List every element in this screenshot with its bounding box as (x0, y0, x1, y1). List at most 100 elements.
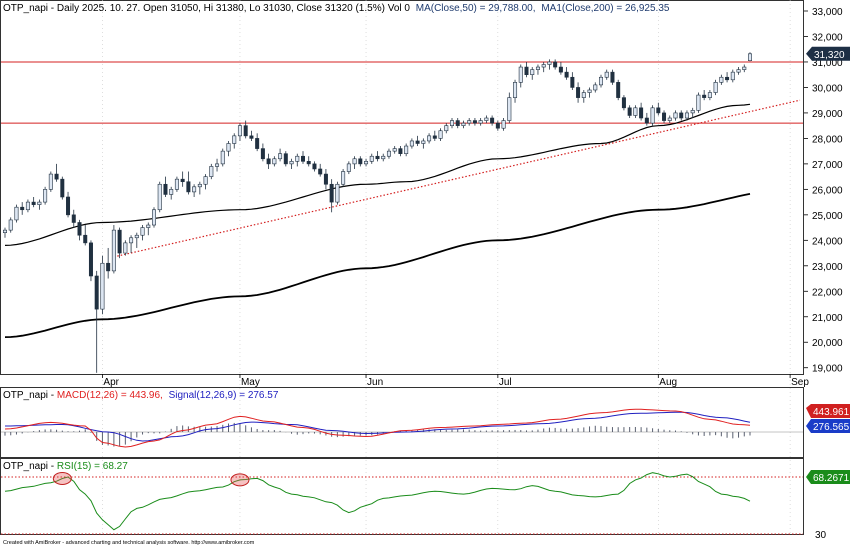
candle-body (673, 112, 678, 119)
candle-body (427, 135, 432, 142)
macd-path (4, 408, 751, 448)
candle-body (696, 94, 701, 111)
rsi-y-tick-30: 30 (815, 530, 827, 541)
rsi-value-tag: 68.2671 (806, 470, 850, 484)
candle-body (346, 163, 351, 172)
rsi-header-prefix: OTP_napi - (3, 461, 57, 472)
candle-body (702, 94, 707, 98)
candle-body (421, 140, 426, 144)
candle-body (111, 229, 116, 272)
candle-body (495, 122, 500, 129)
signal-tag-shape (806, 419, 850, 433)
candle-body (386, 150, 391, 157)
candle-body (541, 64, 546, 68)
candle-body (220, 150, 225, 165)
candle-body (444, 125, 449, 132)
candle-body (467, 120, 472, 124)
candle-body (610, 71, 615, 83)
candle-body (404, 145, 409, 154)
price-y-tick-label: 26,000 (812, 185, 843, 196)
candle-body (197, 183, 202, 188)
candle-body (278, 153, 283, 160)
candle-body (461, 122, 466, 126)
price-panel-frame (0, 0, 804, 375)
candle-body (123, 242, 128, 254)
candle-body (295, 155, 300, 162)
rsi-tag-shape (806, 470, 850, 484)
price-header: OTP_napi - Daily 2025. 10. 27. Open 3105… (3, 3, 410, 14)
candle-body (553, 61, 558, 68)
candle-body (381, 155, 386, 160)
ma50-path (4, 103, 751, 246)
macd-tag-shape (806, 404, 850, 418)
candle-body (518, 66, 523, 83)
candle-body (535, 66, 540, 70)
rsi-line (4, 472, 751, 531)
svg-text:OTP_napi - Daily 2025. 10. 27.: OTP_napi - Daily 2025. 10. 27. Open 3105… (3, 3, 670, 14)
candle-body (524, 66, 529, 75)
candle-body (20, 206, 25, 211)
candle-body (409, 140, 414, 147)
rsi-header-value: RSI(15) = 68.27 (57, 461, 128, 472)
candle-body (266, 158, 271, 165)
support-resistance-lines (1, 61, 803, 124)
candle-body (2, 229, 8, 233)
candle-body (501, 120, 506, 129)
ma50-line (4, 103, 751, 246)
candle-body (490, 117, 495, 124)
candle-body (31, 201, 36, 205)
candle-body (604, 71, 609, 78)
candle-body (547, 61, 552, 65)
rsi-path (4, 472, 751, 531)
candle-body (146, 224, 151, 228)
candle-body (88, 242, 93, 277)
candle-body (530, 69, 535, 75)
price-gridlines (102, 0, 791, 534)
macd-lines (4, 408, 751, 448)
candle-body (679, 112, 684, 119)
candle-body (312, 163, 317, 170)
candle-body (513, 82, 518, 98)
footer: Created with AmiBroker - advanced charti… (3, 540, 255, 546)
x-tick-label: Aug (659, 377, 677, 388)
svg-text:OTP_napi - RSI(15) = 68.2: OTP_napi - RSI(15) = 68.27 (3, 461, 128, 472)
candle-body (576, 87, 581, 98)
candle-body (306, 161, 311, 165)
candle-body (662, 112, 667, 121)
candle-body (140, 227, 145, 236)
x-tick-label: Sep (791, 377, 809, 388)
candle-body (398, 148, 403, 154)
price-y-tick-label: 23,000 (812, 262, 843, 273)
price-y-tick-label: 20,000 (812, 338, 843, 349)
price-y-axis: 19,000 20,000 21,000 22,000 23,000 24,000 25,0… (804, 7, 843, 375)
candle-body (203, 176, 208, 185)
candle-body (14, 206, 19, 221)
candle-body (323, 173, 328, 185)
candle-body (66, 196, 71, 216)
candle-body (478, 120, 483, 124)
candle-body (249, 135, 254, 139)
candle-body (725, 76, 730, 81)
ma50-header: MA(Close,50) = 29,788.00, (416, 3, 536, 14)
macd-header-macd: MACD(12,26) = 443.96, (57, 390, 163, 401)
candle-body (707, 92, 712, 98)
macd-panel-frame (0, 387, 804, 458)
candle-body (719, 76, 724, 83)
candle-body (570, 76, 575, 88)
candle-body (192, 186, 197, 193)
x-tick-label: Jun (367, 377, 383, 388)
candle-body (581, 92, 586, 98)
candle-body (48, 173, 53, 190)
candle-body (300, 155, 305, 162)
candle-body (713, 82, 718, 93)
candle-body (369, 155, 374, 162)
candle-body (484, 117, 489, 121)
candle-body (415, 140, 420, 144)
candle-body (43, 189, 48, 203)
candle-body (169, 189, 174, 195)
candle-body (163, 183, 168, 195)
last-price-tag-label: 31,320 (814, 50, 845, 61)
macd-tag-label: 443.961 (813, 407, 850, 418)
candle-body (742, 66, 747, 70)
